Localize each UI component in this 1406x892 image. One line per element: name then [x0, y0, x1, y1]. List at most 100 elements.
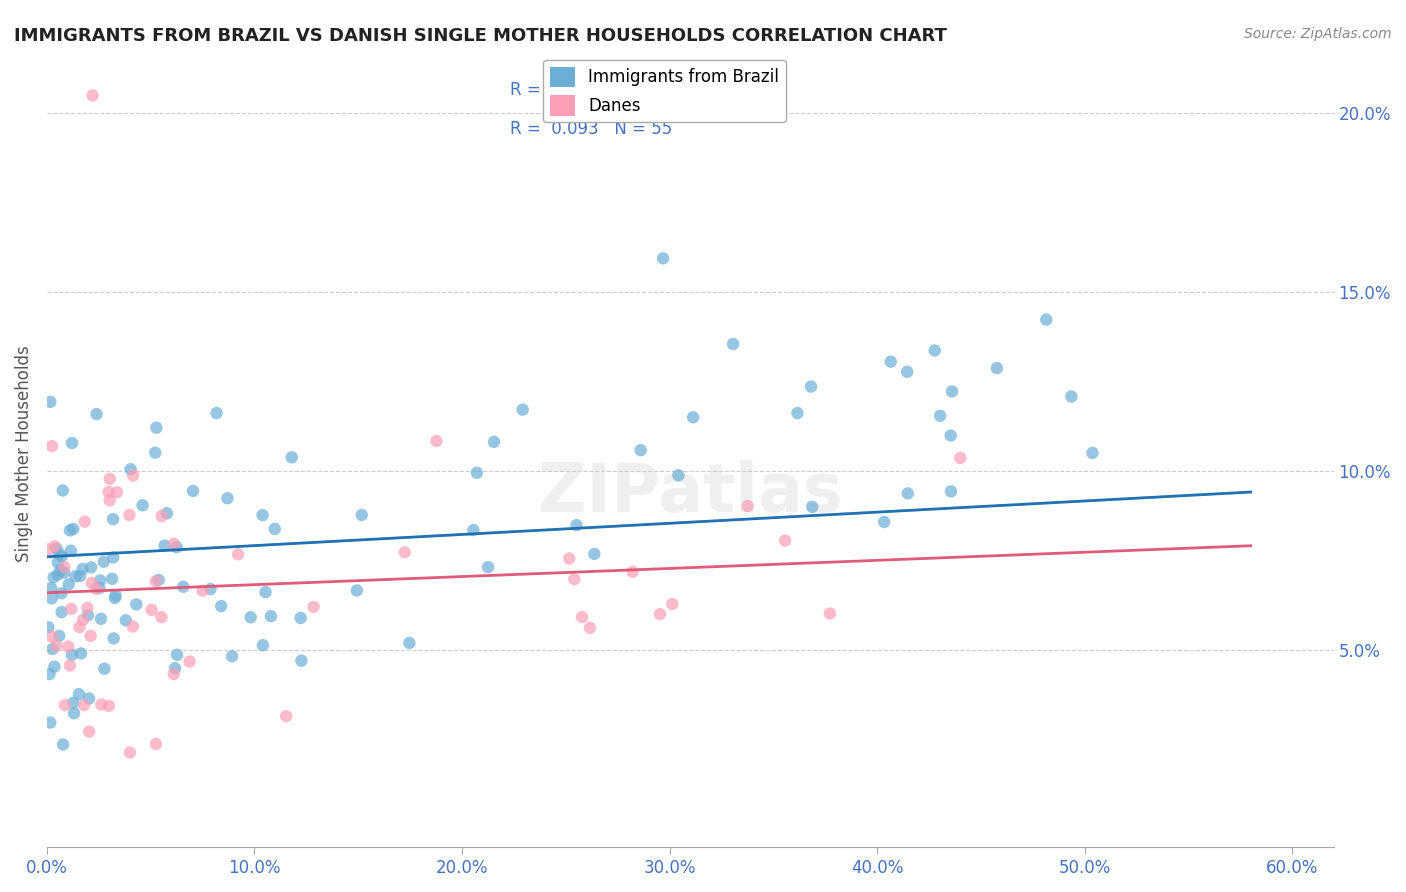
- Point: [290, 611, 312, 625]
- Point: [60, 648, 83, 662]
- Point: [41, 591, 63, 606]
- Point: [302, 599, 325, 614]
- Point: [77, 724, 100, 739]
- Point: [621, 565, 644, 579]
- Point: [150, 509, 173, 524]
- Point: [120, 462, 142, 476]
- Point: [93, 662, 115, 676]
- Point: [661, 597, 683, 611]
- Point: [425, 434, 447, 448]
- Point: [818, 607, 841, 621]
- Point: [44, 659, 66, 673]
- Point: [652, 252, 675, 266]
- Point: [80, 560, 103, 574]
- Point: [949, 450, 972, 465]
- Point: [67, 620, 90, 634]
- Point: [221, 649, 243, 664]
- Point: [86, 582, 108, 596]
- Point: [58, 640, 80, 654]
- Point: [98, 472, 121, 486]
- Point: [150, 610, 173, 624]
- Point: [239, 610, 262, 624]
- Point: [77, 691, 100, 706]
- Point: [145, 574, 167, 589]
- Point: [41, 439, 63, 453]
- Point: [63, 706, 86, 721]
- Point: [252, 508, 274, 523]
- Point: [41, 642, 63, 657]
- Point: [512, 402, 534, 417]
- Point: [79, 629, 101, 643]
- Point: [45, 639, 67, 653]
- Point: [630, 443, 652, 458]
- Point: [398, 636, 420, 650]
- Point: [104, 589, 127, 603]
- Point: [39, 581, 62, 595]
- Point: [648, 607, 671, 621]
- Point: [163, 667, 186, 681]
- Point: [191, 583, 214, 598]
- Point: [37, 620, 59, 634]
- Point: [786, 406, 808, 420]
- Point: [86, 407, 108, 421]
- Point: [72, 613, 94, 627]
- Text: ZIPatlas: ZIPatlas: [538, 459, 842, 525]
- Point: [104, 591, 127, 605]
- Point: [482, 434, 505, 449]
- Point: [72, 562, 94, 576]
- Point: [98, 493, 121, 508]
- Y-axis label: Single Mother Households: Single Mother Households: [15, 345, 32, 562]
- Point: [52, 738, 75, 752]
- Point: [929, 409, 952, 423]
- Point: [562, 572, 585, 586]
- Point: [62, 696, 84, 710]
- Point: [114, 613, 136, 627]
- Point: [53, 698, 76, 712]
- Point: [46, 556, 69, 570]
- Point: [200, 582, 222, 596]
- Text: R =  0.170   N = 108: R = 0.170 N = 108: [510, 81, 683, 99]
- Point: [145, 737, 167, 751]
- Point: [145, 420, 167, 434]
- Point: [558, 551, 581, 566]
- Point: [46, 567, 69, 582]
- Point: [59, 543, 82, 558]
- Point: [60, 602, 83, 616]
- Point: [141, 603, 163, 617]
- Point: [62, 522, 84, 536]
- Point: [583, 547, 606, 561]
- Point: [77, 608, 100, 623]
- Point: [76, 600, 98, 615]
- Point: [897, 486, 920, 500]
- Point: [59, 658, 82, 673]
- Point: [51, 586, 73, 600]
- Text: Source: ZipAtlas.com: Source: ZipAtlas.com: [1244, 27, 1392, 41]
- Point: [97, 485, 120, 500]
- Point: [73, 515, 96, 529]
- Point: [217, 491, 239, 506]
- Point: [39, 715, 62, 730]
- Point: [254, 585, 277, 599]
- Point: [941, 384, 963, 399]
- Point: [394, 545, 416, 559]
- Text: R =  0.093   N = 55: R = 0.093 N = 55: [510, 120, 672, 138]
- Point: [48, 629, 70, 643]
- Point: [571, 610, 593, 624]
- Point: [73, 698, 96, 712]
- Point: [939, 484, 962, 499]
- Point: [38, 542, 60, 557]
- Point: [565, 518, 588, 533]
- Point: [252, 638, 274, 652]
- Point: [41, 630, 63, 644]
- Point: [873, 515, 896, 529]
- Point: [205, 406, 228, 420]
- Point: [179, 655, 201, 669]
- Point: [924, 343, 946, 358]
- Point: [226, 547, 249, 561]
- Point: [90, 612, 112, 626]
- Point: [53, 566, 76, 580]
- Point: [773, 533, 796, 548]
- Point: [156, 506, 179, 520]
- Point: [122, 619, 145, 633]
- Point: [45, 541, 67, 556]
